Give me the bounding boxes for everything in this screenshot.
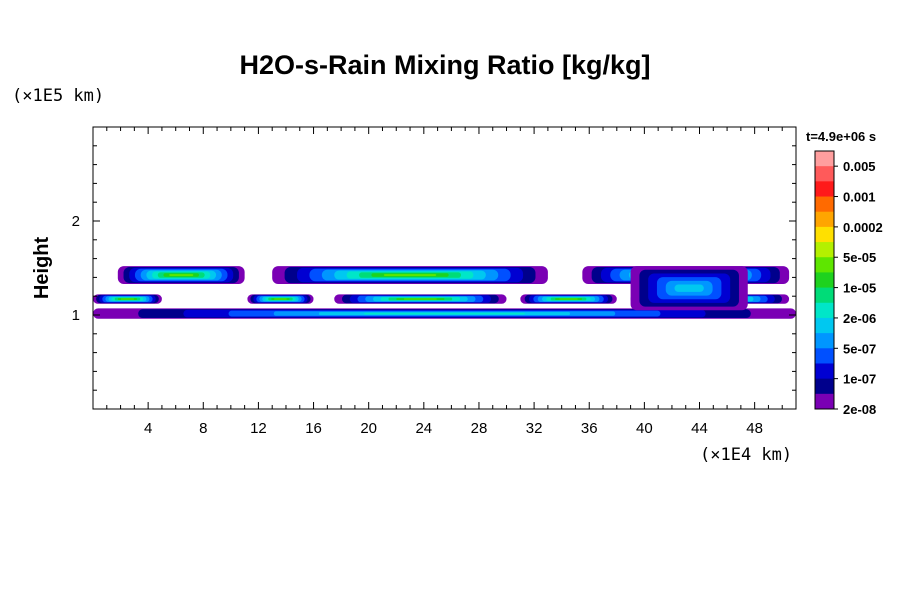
cloud-band-lower-layer-0: [93, 308, 796, 319]
colorbar-swatch: [815, 272, 834, 289]
cloud-band-convective-core-0: [630, 266, 748, 311]
colorbar-labels: 0.005 0.001 0.0002 5e-05 1e-05 2e-06 5e-07 1e-0…: [834, 159, 883, 417]
colorbar-swatch: [815, 317, 834, 334]
cloud-band-upper-layer-1: [272, 266, 548, 284]
colorbar-label: 5e-07: [843, 341, 876, 356]
cloud-contour: [364, 312, 525, 315]
colorbar-swatch: [815, 378, 834, 395]
x-tick-label: 28: [471, 420, 488, 437]
x-tick-label: 8: [199, 420, 207, 437]
x-tick-label: 48: [746, 420, 763, 437]
colorbar-swatch: [815, 211, 834, 228]
x-tick-label: 40: [636, 420, 653, 437]
x-tick-label: 24: [415, 420, 432, 437]
colorbar-label: 2e-06: [843, 311, 876, 326]
cloud-contour: [274, 298, 287, 300]
x-tick-label: 4: [144, 420, 152, 437]
cloud-band-middle-layer-3: [520, 294, 617, 304]
colorbar-swatch: [815, 242, 834, 258]
y-tick-label: 2: [72, 213, 80, 230]
cloud-contour: [169, 274, 194, 276]
cloud-contour: [120, 298, 135, 300]
chart-title: H2O-s-Rain Mixing Ratio [kg/kg]: [239, 50, 650, 80]
colorbar-label: 5e-05: [843, 250, 876, 265]
colorbar-label: 0.0002: [843, 220, 883, 235]
cloud-contour: [674, 284, 704, 292]
colorbar-swatch: [815, 333, 834, 349]
data-field: [93, 266, 796, 319]
colorbar-swatch: [815, 393, 834, 410]
colorbar-swatch: [815, 226, 834, 243]
colorbar-swatch: [815, 196, 834, 213]
colorbar-swatch: [815, 348, 834, 364]
x-tick-label: 32: [526, 420, 543, 437]
y-tick-labels: 12: [72, 213, 80, 324]
x-tick-label: 12: [250, 420, 267, 437]
cloud-band-middle-layer-0: [93, 294, 162, 304]
colorbar-label: 1e-05: [843, 281, 876, 296]
x-tick-label: 44: [691, 420, 708, 437]
x-scale-label: (×1E4 km): [700, 445, 792, 465]
cloud-band-middle-layer-2: [334, 294, 507, 304]
cloud-band-upper-layer-0: [117, 266, 245, 284]
y-scale-label: (×1E5 km): [12, 86, 104, 106]
y-tick-label: 1: [72, 307, 80, 324]
cloud-contour: [559, 298, 578, 300]
time-label: t=4.9e+06 s: [806, 129, 876, 144]
colorbar-swatch: [815, 257, 834, 273]
colorbar-swatch: [815, 181, 834, 198]
colorbar-label: 0.001: [843, 190, 876, 205]
colorbar-label: 2e-08: [843, 402, 876, 417]
colorbar-swatch: [815, 166, 834, 182]
y-axis-label: Height: [31, 237, 53, 300]
plot-frame: [92, 126, 797, 410]
axis-ticks: [93, 127, 796, 409]
colorbar-frame: [814, 150, 835, 410]
colorbar-label: 0.005: [843, 159, 876, 174]
colorbar-swatch: [815, 151, 834, 167]
colorbar-swatch: [815, 302, 834, 319]
cloud-contour: [383, 274, 437, 276]
colorbar: [814, 150, 835, 410]
x-tick-labels: 4 8 12 16 20 24 28 32 36 40 44 48: [144, 420, 763, 437]
colorbar-swatch: [815, 287, 834, 304]
x-tick-label: 20: [360, 420, 377, 437]
cloud-band-middle-layer-1: [247, 294, 314, 304]
colorbar-label: 1e-07: [843, 372, 876, 387]
cloud-contour: [404, 298, 437, 300]
colorbar-swatch: [815, 363, 834, 380]
x-tick-label: 16: [305, 420, 322, 437]
x-tick-label: 36: [581, 420, 598, 437]
